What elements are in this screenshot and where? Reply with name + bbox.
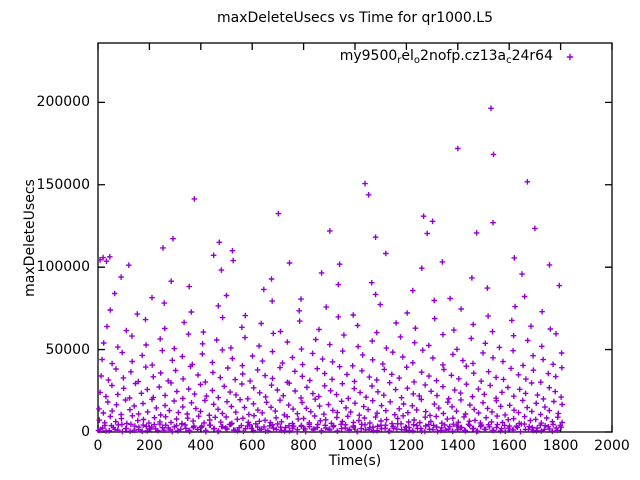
legend-label-text: el: [401, 48, 414, 64]
legend-sample-marker: [566, 53, 574, 61]
plot-border: [97, 42, 613, 433]
x-tick-label: 1400: [439, 438, 476, 454]
x-tick-label: 400: [187, 438, 215, 454]
y-tick-label: 0: [81, 424, 90, 440]
legend-label-text: 2nofp.cz13a: [420, 48, 507, 64]
data-points: [95, 105, 565, 435]
y-axis-title: maxDeleteUsecs: [22, 179, 38, 297]
x-tick-label: 1000: [337, 438, 373, 454]
y-tick-label: 50000: [45, 341, 90, 358]
x-tick-label: 0: [93, 438, 103, 454]
y-tick-label: 200000: [36, 94, 90, 111]
y-tick-label: 100000: [36, 259, 90, 276]
legend-label-text: 24r64: [511, 48, 553, 64]
legend-label-text: my9500: [339, 48, 398, 64]
legend-series-label: my9500relo2nofp.cz13ac24r64: [339, 48, 553, 66]
x-axis-title: Time(s): [328, 453, 382, 469]
x-tick-label: 800: [290, 438, 317, 454]
legend-label-subscript: o: [413, 55, 421, 66]
x-tick-label: 200: [136, 438, 163, 454]
x-tick-label: 1600: [491, 438, 527, 454]
x-tick-label: 600: [238, 438, 266, 454]
x-tick-label: 1200: [388, 438, 425, 454]
y-tick-label: 150000: [36, 176, 90, 193]
x-tick-label: 2000: [594, 438, 630, 454]
chart-title: maxDeleteUsecs vs Time for qr1000.L5: [217, 10, 493, 26]
legend-label-subscript: r: [397, 55, 402, 66]
legend: my9500relo2nofp.cz13ac24r64: [253, 48, 553, 66]
x-tick-label: 1800: [542, 438, 579, 454]
legend-label-subscript: c: [506, 55, 512, 66]
axis-ticks: [97, 43, 613, 433]
